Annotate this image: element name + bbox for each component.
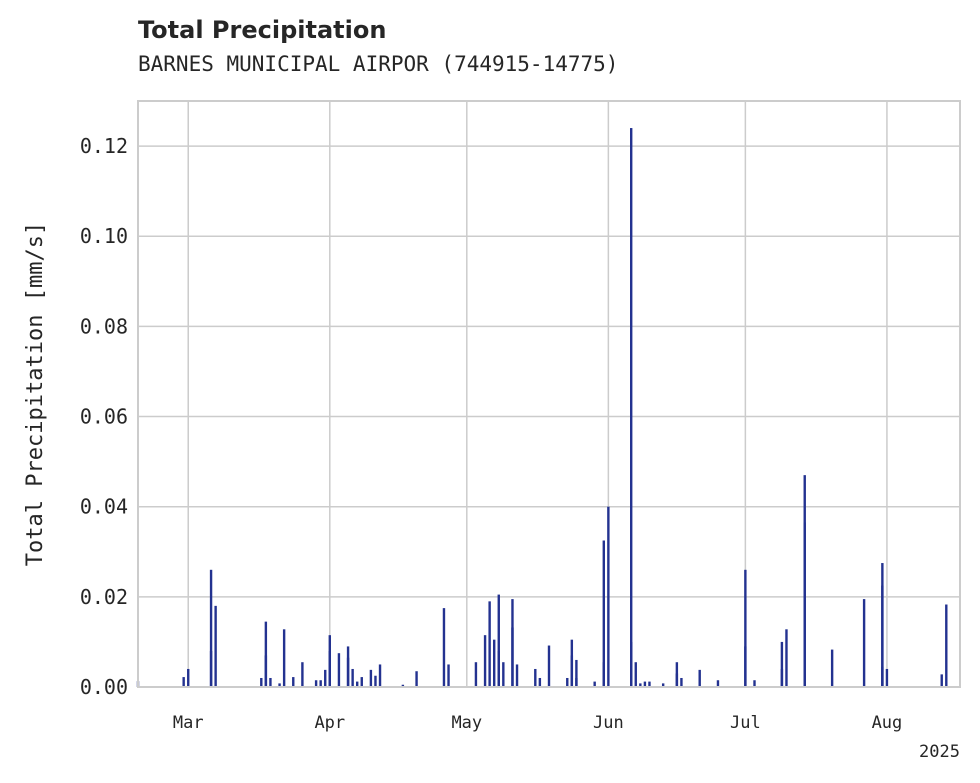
precipitation-bar	[264, 621, 268, 687]
precipitation-bar	[940, 674, 943, 687]
x-tick-label: Jul	[730, 713, 761, 733]
precipitation-bar	[780, 668, 784, 687]
grid-lines	[138, 101, 960, 688]
precipitation-bar	[575, 659, 578, 687]
precipitation-bar	[643, 681, 647, 687]
year-label: 2025	[919, 742, 960, 762]
precipitation-bar	[447, 664, 450, 687]
precipitation-bar	[803, 475, 806, 687]
precipitation-bar	[602, 540, 605, 687]
precipitation-bar	[675, 662, 679, 687]
y-axis-label: Total Precipitation [mm/s]	[23, 222, 48, 566]
precipitation-bar	[648, 681, 651, 687]
precipitation-bar	[534, 668, 537, 687]
y-tick-label: 0.02	[80, 585, 128, 609]
precipitation-bar	[593, 681, 596, 687]
precipitation-bar	[474, 662, 478, 687]
precipitation-bar	[502, 662, 505, 687]
precipitation-bar	[415, 671, 418, 687]
precipitation-bar	[264, 655, 268, 687]
precipitation-bar	[209, 569, 213, 687]
plot-frame	[137, 100, 961, 688]
precipitation-bar	[182, 677, 185, 687]
precipitation-bar	[566, 677, 569, 687]
precipitation-bar	[547, 645, 551, 687]
precipitation-bar	[493, 639, 496, 687]
precipitation-bar	[862, 599, 866, 687]
precipitation-bar	[187, 668, 190, 687]
precipitation-bar	[698, 669, 701, 687]
x-tick-label: May	[451, 713, 482, 733]
x-tick-label: Aug	[872, 713, 903, 733]
precipitation-bar	[301, 662, 304, 687]
precipitation-bar	[744, 569, 747, 687]
precipitation-bar	[324, 669, 327, 687]
x-tick-label: Apr	[314, 713, 345, 733]
precipitation-bar	[328, 635, 331, 687]
y-axis-ticks: 0.00 0.02 0.04 0.06 0.08 0.10 0.12	[80, 134, 128, 699]
precipitation-bar	[369, 669, 373, 687]
y-tick-label: 0.06	[80, 405, 128, 429]
precipitation-bar	[780, 641, 784, 687]
x-tick-label: Jun	[593, 713, 624, 733]
precipitation-bar	[881, 563, 884, 687]
precipitation-bar	[378, 664, 382, 687]
precipitation-bar	[337, 653, 341, 687]
precipitation-bar	[356, 681, 359, 687]
precipitation-bar	[292, 677, 295, 687]
precipitation-bars	[136, 128, 948, 688]
precipitation-bar	[314, 680, 318, 687]
precipitation-bar	[680, 677, 683, 687]
precipitation-bar	[515, 664, 519, 687]
precipitation-bar	[483, 635, 487, 687]
x-axis-ticks: Mar Apr May Jun Jul Aug	[173, 713, 902, 733]
precipitation-bar	[630, 128, 633, 688]
y-tick-label: 0.12	[80, 134, 128, 158]
y-tick-label: 0.04	[80, 495, 128, 519]
precipitation-bar	[497, 594, 500, 687]
precipitation-bar	[214, 605, 217, 687]
precipitation-bar	[401, 684, 405, 687]
precipitation-bar	[374, 675, 377, 687]
precipitation-bar	[634, 662, 637, 687]
chart-title: Total Precipitation	[138, 16, 387, 44]
precipitation-bar	[607, 506, 610, 687]
precipitation-bar	[282, 629, 286, 687]
precipitation-bar	[260, 677, 263, 687]
precipitation-bar	[511, 599, 514, 687]
precipitation-bar	[319, 680, 322, 687]
y-tick-label: 0.00	[80, 675, 128, 699]
precipitation-bar	[885, 668, 889, 687]
precipitation-bar	[269, 677, 272, 687]
precipitation-bar	[488, 601, 491, 687]
y-tick-label: 0.08	[80, 314, 128, 338]
precipitation-bar	[351, 668, 354, 687]
precipitation-bar	[716, 680, 720, 687]
precipitation-bar	[360, 677, 363, 687]
precipitation-bar	[639, 683, 642, 687]
precipitation-bar	[442, 608, 446, 687]
precipitation-bar	[497, 650, 500, 687]
precipitation-bar	[753, 680, 756, 687]
chart-subtitle: BARNES MUNICIPAL AIRPOR (744915-14775)	[138, 52, 619, 76]
precipitation-bar	[785, 629, 788, 687]
precipitation-bar	[278, 683, 281, 687]
precipitation-bar	[830, 649, 834, 687]
x-tick-label: Mar	[173, 713, 204, 733]
precipitation-bar	[744, 646, 747, 687]
precipitation-bar	[570, 639, 574, 687]
precipitation-bar	[575, 677, 578, 687]
precipitation-bar	[661, 683, 665, 687]
precipitation-bar	[945, 604, 948, 687]
y-tick-label: 0.10	[80, 224, 128, 248]
precipitation-bar	[538, 677, 542, 687]
precipitation-bar	[346, 646, 350, 687]
